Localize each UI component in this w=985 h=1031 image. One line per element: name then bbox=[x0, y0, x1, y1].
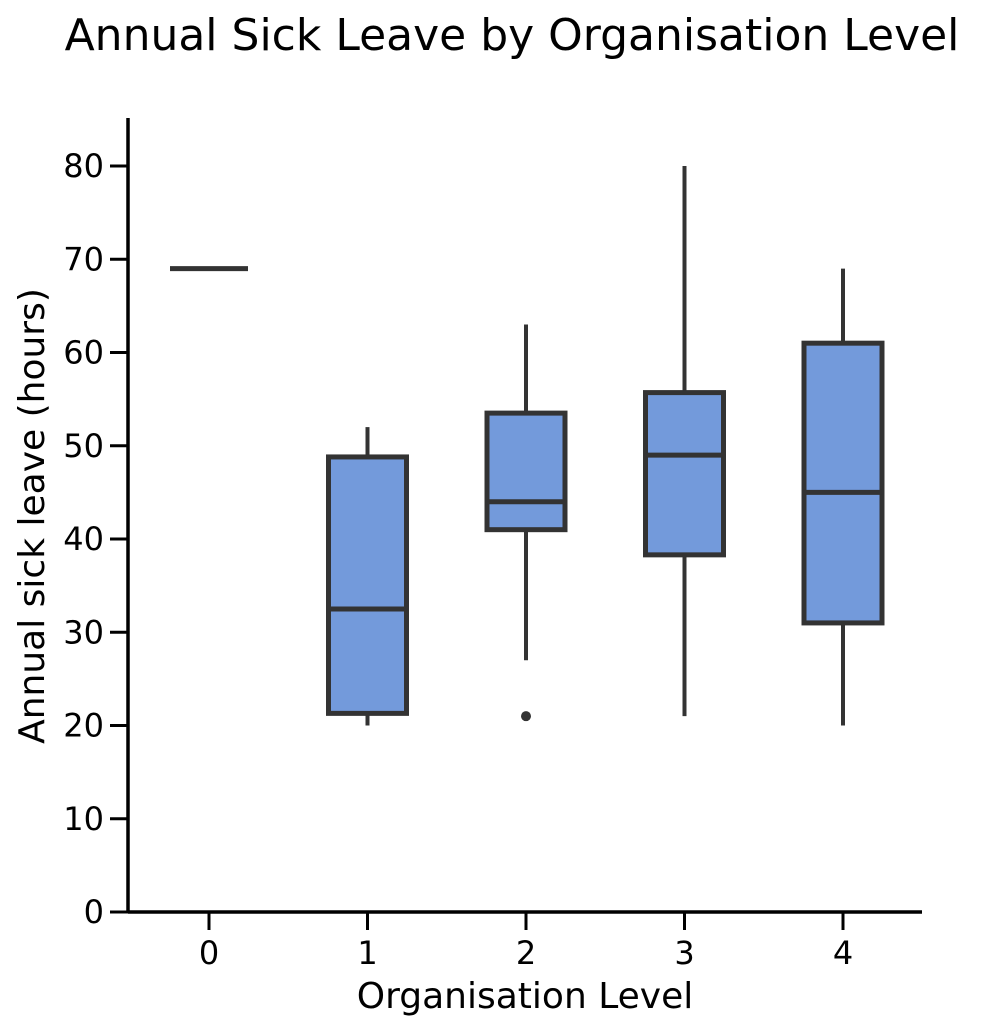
y-tick-label: 10 bbox=[63, 800, 104, 838]
x-tick-label: 1 bbox=[357, 934, 377, 972]
box-group-level-1 bbox=[326, 427, 409, 726]
y-tick-label: 80 bbox=[63, 147, 104, 185]
y-axis-label: Annual sick leave (hours) bbox=[12, 288, 53, 744]
x-axis-label: Organisation Level bbox=[357, 976, 693, 1017]
y-tick-label: 0 bbox=[84, 893, 104, 931]
chart-title: Annual Sick Leave by Organisation Level bbox=[65, 10, 960, 61]
y-tick-label: 50 bbox=[63, 427, 104, 465]
outlier-point bbox=[521, 711, 531, 722]
box-iqr bbox=[801, 340, 885, 626]
box-iqr bbox=[326, 454, 409, 716]
x-tick-label: 4 bbox=[833, 934, 853, 972]
y-tick-label: 40 bbox=[63, 520, 104, 558]
x-tick-label: 2 bbox=[516, 934, 536, 972]
y-tick-label: 30 bbox=[63, 613, 104, 651]
y-tick-label: 20 bbox=[63, 707, 104, 745]
box-iqr bbox=[643, 390, 726, 558]
y-tick-label: 70 bbox=[63, 240, 104, 278]
box-iqr bbox=[484, 410, 568, 533]
box-group-level-2 bbox=[484, 324, 568, 722]
box-group-level-4 bbox=[801, 268, 885, 726]
box-group-level-3 bbox=[643, 166, 726, 717]
x-tick-label: 3 bbox=[674, 934, 694, 972]
x-tick-label: 0 bbox=[199, 934, 219, 972]
axes-layer: 0 10 20 30 40 50 60 70 80 0 1 2 3 4 bbox=[63, 118, 922, 972]
y-tick-label: 60 bbox=[63, 334, 104, 372]
marks-layer bbox=[170, 166, 885, 726]
